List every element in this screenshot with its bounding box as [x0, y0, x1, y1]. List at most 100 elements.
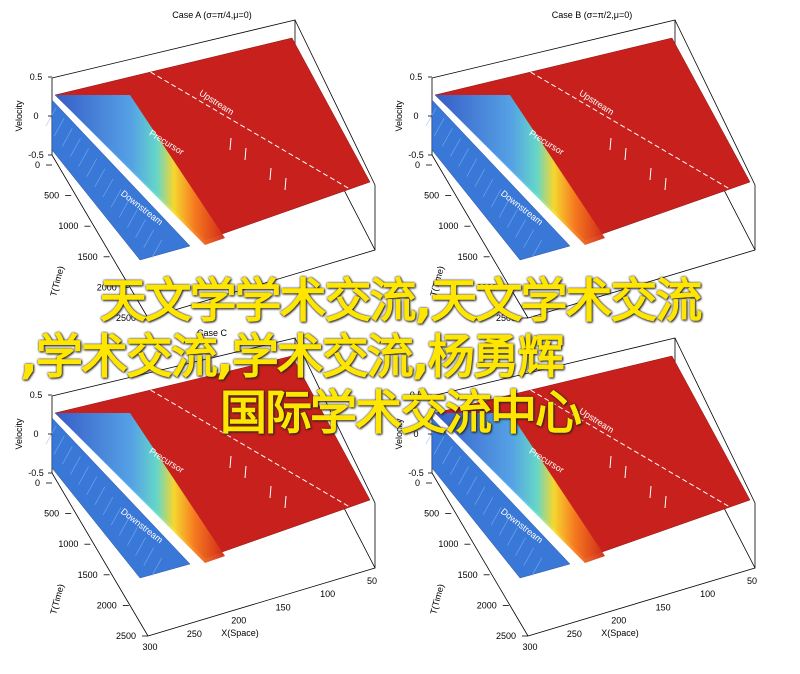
downstream-ripple: [135, 537, 146, 556]
upstream-spike: [624, 465, 627, 479]
surface-panel-1: Case A (σ=π/4,μ=0)0.50-0.5Velocity050010…: [14, 10, 376, 323]
x-tick-label: 250: [187, 629, 202, 639]
axis-frame-right: [294, 337, 376, 504]
y-tick-label: 500: [424, 191, 439, 201]
downstream-ripple: [143, 547, 155, 566]
upstream-spike: [229, 137, 232, 151]
z-axis-label: Velocity: [394, 418, 404, 450]
y-tick-label: 1000: [58, 539, 78, 549]
upstream-spike: [664, 177, 667, 191]
downstream-ripple: [474, 486, 486, 506]
downstream-ripple: [482, 178, 494, 198]
upstream-spike: [269, 167, 272, 181]
downstream-ripple: [78, 148, 89, 167]
surface-downstream-region: [431, 99, 571, 261]
downstream-ripple: [118, 517, 130, 536]
downstream-ripple: [110, 506, 122, 526]
x-tick-label: 250: [567, 629, 582, 639]
x-axis-label: X(Space): [601, 628, 639, 638]
upstream-spike: [649, 167, 652, 181]
downstream-ripple: [110, 188, 122, 208]
surface-wavefront-band: [55, 95, 225, 245]
downstream-ripple: [53, 435, 65, 455]
downstream-ripple: [135, 219, 146, 238]
upstream-spike: [624, 147, 627, 161]
downstream-ripple: [143, 229, 155, 248]
y-tick-label: 1000: [438, 539, 458, 549]
downstream-ripple: [86, 158, 98, 177]
z-tick-label: 0: [413, 111, 418, 121]
downstream-ripple: [523, 229, 535, 248]
y-tick-label: 0: [415, 160, 420, 170]
downstream-ripple: [507, 209, 518, 228]
z-tick-label: -0.5: [408, 468, 424, 478]
downstream-ripple: [450, 138, 461, 157]
axis-frame-right: [674, 19, 756, 186]
y-tick-label: 0: [415, 478, 420, 488]
surface-panel-2: Case B (σ=π/2,μ=0)0.50-0.5Velocity050010…: [394, 10, 756, 323]
x-tick-label: 100: [320, 589, 335, 599]
upstream-spike: [244, 147, 247, 161]
surface-downstream-region: [51, 99, 191, 261]
z-axis-label: Velocity: [14, 418, 24, 450]
panel-title: Case A (σ=π/4,μ=0): [172, 10, 252, 20]
downstream-ripple: [118, 199, 130, 218]
x-tick-label: 150: [276, 602, 291, 612]
x-tick-label: 50: [747, 576, 757, 586]
y-tick-label: 1000: [438, 221, 458, 231]
y-tick-label: 1500: [78, 252, 98, 262]
upstream-spike: [244, 465, 247, 479]
y-axis-label: T(Time): [428, 583, 446, 616]
y-tick-label: 2500: [496, 631, 516, 641]
surface-downstream-region: [431, 417, 571, 579]
downstream-ripple: [61, 128, 73, 147]
y-tick-label: 2000: [97, 600, 117, 610]
y-tick-label: 500: [44, 191, 59, 201]
downstream-ripple: [45, 425, 57, 445]
y-tick-label: 1500: [458, 570, 478, 580]
upstream-spike: [609, 455, 612, 469]
downstream-ripple: [127, 209, 138, 228]
axis-frame-right: [294, 19, 376, 186]
x-axis-label: X(Space): [221, 628, 259, 638]
surface-downstream-region: [51, 417, 191, 579]
y-tick-label: 0: [35, 160, 40, 170]
downstream-ripple: [441, 446, 453, 465]
downstream-ripple: [70, 456, 81, 475]
surface-panel-4: 0.50-0.5Velocity05001000150020002500T(Ti…: [394, 337, 757, 652]
downstream-ripple: [151, 557, 163, 577]
upstream-spike: [284, 177, 287, 191]
downstream-ripple: [86, 476, 98, 495]
x-tick-label: 300: [142, 642, 157, 652]
z-tick-label: 0: [33, 111, 38, 121]
z-tick-label: 0.5: [30, 72, 43, 82]
y-tick-label: 2000: [97, 282, 117, 292]
surface-panel-3: Case C0.50-0.5Velocity050010001500200025…: [14, 328, 377, 652]
downstream-ripple: [490, 188, 502, 208]
downstream-ripple: [61, 446, 73, 465]
z-tick-label: 0: [413, 429, 418, 439]
downstream-ripple: [474, 168, 486, 188]
downstream-ripple: [433, 117, 445, 137]
z-axis-label: Velocity: [14, 100, 24, 132]
downstream-ripple: [466, 158, 478, 177]
downstream-ripple: [458, 466, 469, 485]
y-tick-label: 2500: [496, 313, 516, 323]
upstream-spike: [649, 485, 652, 499]
surface-wavefront-band: [55, 413, 225, 563]
downstream-ripple: [94, 486, 106, 506]
downstream-ripple: [94, 168, 106, 188]
axis-frame-right: [674, 337, 756, 504]
z-tick-label: 0: [33, 429, 38, 439]
downstream-ripple: [78, 466, 89, 485]
z-tick-label: 0.5: [30, 390, 43, 400]
shock-path-dashed-line: [129, 59, 361, 196]
y-tick-label: 2500: [116, 313, 136, 323]
upstream-spike: [269, 485, 272, 499]
downstream-ripple: [531, 239, 543, 259]
overlay-text-line-2: ,学术交流,学术交流,杨勇辉: [20, 330, 565, 385]
y-tick-label: 2000: [477, 600, 497, 610]
x-tick-label: 200: [611, 616, 626, 626]
y-tick-label: 2500: [116, 631, 136, 641]
